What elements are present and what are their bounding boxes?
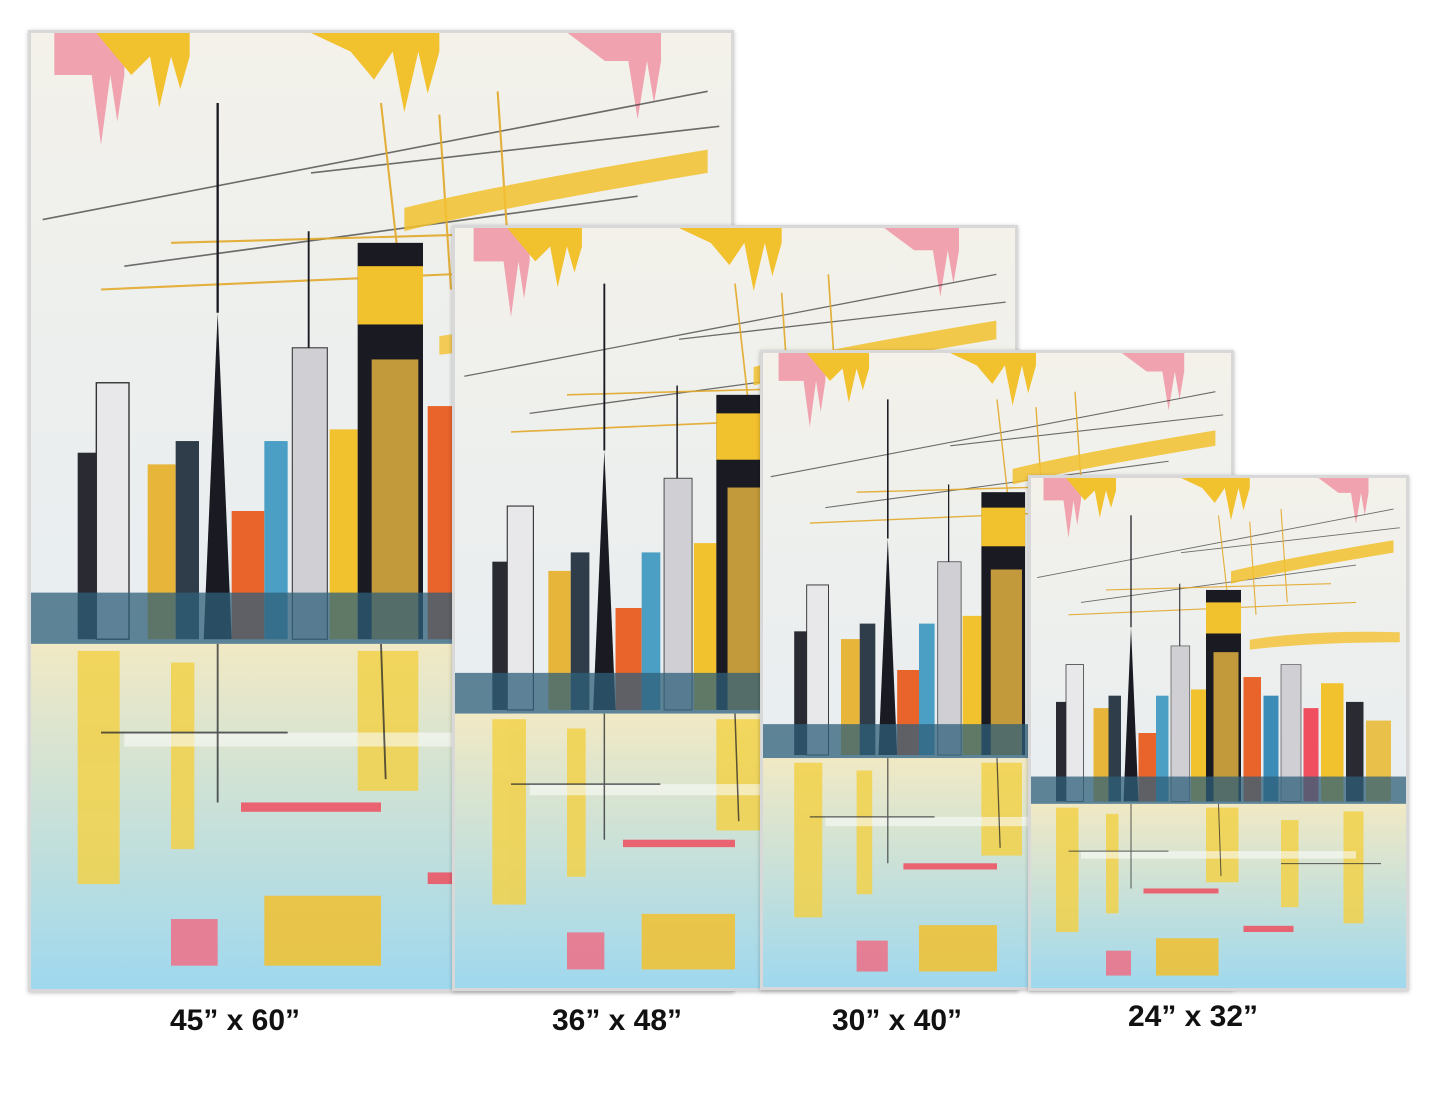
canvas-preview-small <box>1028 475 1409 991</box>
size-label-small: 24” x 32” <box>1127 1000 1259 1033</box>
size-label-medium: 30” x 40” <box>831 1004 963 1037</box>
artwork-image <box>1031 478 1406 988</box>
size-label-large: 45” x 60” <box>169 1004 301 1037</box>
size-label-medium-large: 36” x 48” <box>551 1004 683 1037</box>
